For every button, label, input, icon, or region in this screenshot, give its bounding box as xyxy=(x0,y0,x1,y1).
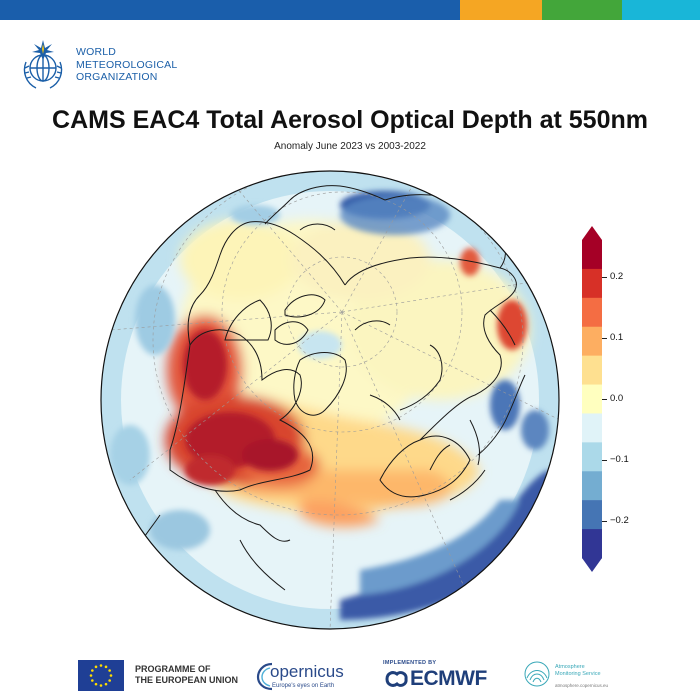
graticule xyxy=(109,171,559,629)
eu-star-icon xyxy=(94,665,98,669)
colorbar-tick-label: 0.2 xyxy=(610,270,624,282)
ecmwf-implemented-label: IMPLEMENTED BY xyxy=(383,660,437,666)
copernicus-wordmark: opernicus xyxy=(270,662,344,681)
colorbar-segment xyxy=(582,471,602,501)
colorbar-segment xyxy=(582,268,602,299)
eu-star-icon xyxy=(109,674,113,677)
page-title: CAMS EAC4 Total Aerosol Optical Depth at… xyxy=(52,106,648,134)
colorbar-tick-label: −0.1 xyxy=(610,454,629,466)
wmo-name-line: WORLD xyxy=(76,46,117,59)
cams-label: Atmosphere Monitoring Service xyxy=(555,664,601,677)
colorbar-extend-min xyxy=(582,558,602,572)
eu-star-icon xyxy=(99,664,103,667)
colorbar-tick-label: 0.0 xyxy=(610,393,624,404)
cams-logo-icon xyxy=(524,661,550,687)
eu-text-line: THE EUROPEAN UNION xyxy=(135,675,239,685)
colorbar-segment xyxy=(582,500,602,530)
wmo-emblem-icon xyxy=(23,40,63,89)
cams-text-line: Monitoring Service xyxy=(555,670,601,677)
colorbar-tick xyxy=(602,460,607,462)
wmo-name: WORLD METEOROLOGICAL ORGANIZATION xyxy=(76,46,177,84)
strip-blue xyxy=(0,0,460,20)
eu-star-icon xyxy=(108,669,111,672)
page-subtitle: Anomaly June 2023 vs 2003-2022 xyxy=(274,141,426,152)
eu-star-icon xyxy=(91,679,94,682)
colorbar-tick-label: 0.1 xyxy=(610,331,624,343)
colorbar-segment xyxy=(582,384,602,414)
colorbar-tick xyxy=(602,521,607,523)
colorbar-segment xyxy=(582,413,602,443)
eu-star-icon xyxy=(94,682,98,686)
colorbar-segment xyxy=(582,529,602,559)
eu-star-icon xyxy=(104,665,108,669)
colorbar-segment xyxy=(582,355,602,386)
wmo-logo: WORLD METEOROLOGICAL ORGANIZATION xyxy=(16,38,177,92)
eu-programme-label: PROGRAMME OF THE EUROPEAN UNION xyxy=(135,664,238,686)
ecmwf-wordmark: ECMWF xyxy=(410,667,487,690)
brand-color-strip xyxy=(0,0,700,20)
colorbar-tick xyxy=(602,399,607,400)
colorbar xyxy=(582,226,602,572)
strip-orange xyxy=(460,0,542,20)
eu-text-line: PROGRAMME OF xyxy=(135,664,211,674)
globe-outline xyxy=(100,170,560,630)
copernicus-tagline: Europe's eyes on Earth xyxy=(272,683,335,689)
strip-green xyxy=(542,0,622,20)
anomaly-field xyxy=(101,171,559,629)
cams-url: atmosphere.copernicus.eu xyxy=(555,683,609,688)
eu-star-icon xyxy=(89,674,93,677)
eu-star-icon xyxy=(91,669,94,672)
colorbar-segment xyxy=(582,326,602,357)
colorbar-tick xyxy=(602,276,607,278)
colorbar-tick-label: −0.2 xyxy=(610,515,629,527)
colorbar-segment xyxy=(582,240,602,270)
eu-star-icon xyxy=(104,682,108,686)
eu-star-icon xyxy=(108,679,111,682)
eu-flag-icon xyxy=(78,660,124,691)
cams-text-line: Atmosphere xyxy=(555,664,585,670)
eu-star-icon xyxy=(99,684,103,687)
wmo-name-line: METEOROLOGICAL xyxy=(76,58,178,71)
colorbar-segment xyxy=(582,442,602,472)
footer-logos: PROGRAMME OF THE EUROPEAN UNION opernicu… xyxy=(0,650,700,696)
wmo-name-line: ORGANIZATION xyxy=(76,71,158,84)
copernicus-logo-icon xyxy=(256,662,273,691)
strip-cyan xyxy=(622,0,700,20)
ecmwf-logo-icon xyxy=(385,671,408,687)
colorbar-segment xyxy=(582,297,602,328)
colorbar-tick xyxy=(602,337,607,339)
colorbar-extend-max xyxy=(582,226,602,240)
